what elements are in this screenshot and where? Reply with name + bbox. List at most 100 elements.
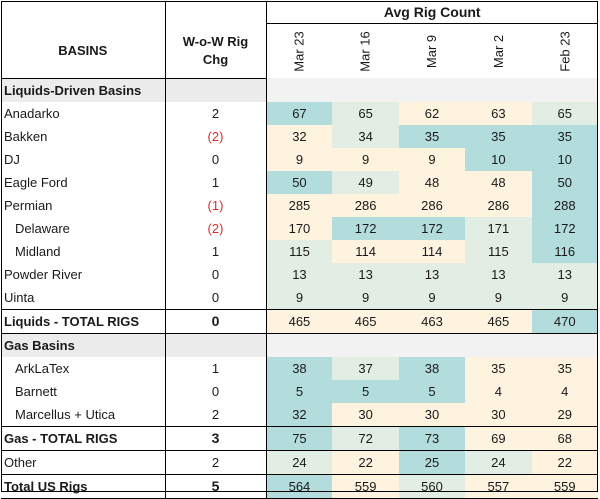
rig-count-cell: 35 <box>398 124 466 148</box>
rig-count-cell: 35 <box>465 356 532 380</box>
rig-count-cell: 559 <box>531 473 598 499</box>
section-label: Gas Basins <box>1 332 165 357</box>
rig-count-cell: 115 <box>265 239 333 263</box>
basin-row: Permian (1) 285 286 286 286 288 <box>1 193 598 217</box>
rig-count-cell: 29 <box>531 402 598 426</box>
rig-count-cell: 48 <box>465 170 532 194</box>
date-header: Mar 2 <box>465 24 531 79</box>
basin-row: Uinta 0 9 9 9 9 9 <box>1 285 598 309</box>
rig-count-cell: 9 <box>265 285 333 309</box>
basins-header: BASINS <box>58 43 108 58</box>
rig-count-cell: 32 <box>265 402 333 426</box>
rig-count-cell: 13 <box>465 262 532 286</box>
rig-count-cell: 172 <box>332 216 399 240</box>
rig-count-cell: 470 <box>531 308 598 334</box>
rig-count-cell: 38 <box>265 356 333 380</box>
rig-count-cell: 30 <box>332 402 399 426</box>
rig-count-cell: 9 <box>398 285 466 309</box>
rig-count-cell: 114 <box>398 239 466 263</box>
rig-count-cell: 24 <box>265 450 333 474</box>
rig-count-cell: 9 <box>531 285 598 309</box>
rig-count-cell: 49 <box>332 170 399 194</box>
basin-row: Marcellus + Utica 2 32 30 30 30 29 <box>1 402 598 426</box>
wow-change: (2) <box>164 216 266 240</box>
rig-count-cell: 35 <box>531 124 598 148</box>
rig-count-cell: 5 <box>398 379 466 403</box>
basin-row: ArkLaTex 1 38 37 38 35 35 <box>1 356 598 380</box>
wow-change: 0 <box>164 262 266 286</box>
rig-count-cell: 5 <box>332 379 399 403</box>
section-header-row: Liquids-Driven Basins <box>1 77 598 102</box>
rig-count-cell: 72 <box>332 425 399 451</box>
rig-count-cell: 65 <box>332 101 399 125</box>
rig-count-cell: 288 <box>531 193 598 217</box>
rig-count-cell: 69 <box>465 425 532 451</box>
section-header-row: Gas Basins <box>1 332 598 357</box>
wow-change: 0 <box>164 308 266 334</box>
wow-change: 2 <box>164 402 266 426</box>
rig-count-cell: 172 <box>531 216 598 240</box>
rig-count-cell: 13 <box>265 262 333 286</box>
rig-count-cell: 62 <box>398 101 466 125</box>
rig-count-cell: 67 <box>265 101 333 125</box>
rig-count-cell: 465 <box>465 308 532 334</box>
rig-count-cell: 559 <box>332 473 399 499</box>
basin-row: Midland 1 115 114 114 115 116 <box>1 239 598 263</box>
basin-name: Midland <box>15 243 61 259</box>
rig-count-cell: 48 <box>398 170 466 194</box>
rig-count-cell: 286 <box>465 193 532 217</box>
rig-count-cell: 32 <box>265 124 333 148</box>
date-header: Mar 9 <box>399 24 465 79</box>
rig-count-cell: 560 <box>398 473 466 499</box>
rig-count-cell: 35 <box>531 356 598 380</box>
basin-name: Marcellus + Utica <box>15 406 116 422</box>
basin-name: Gas - TOTAL RIGS <box>1 425 165 451</box>
basin-row: Bakken (2) 32 34 35 35 35 <box>1 124 598 148</box>
rig-count-cell: 116 <box>531 239 598 263</box>
rig-count-cell: 465 <box>265 308 333 334</box>
rig-count-cell: 465 <box>332 308 399 334</box>
date-label: Mar 16 <box>358 30 374 72</box>
basin-name: Bakken <box>4 128 48 144</box>
basin-name: Permian <box>4 197 53 213</box>
rig-count-cell: 30 <box>465 402 532 426</box>
basin-name: Other <box>4 454 37 470</box>
basin-name: Total US Rigs <box>1 473 165 499</box>
rig-count-cell: 25 <box>398 450 466 474</box>
rig-count-cell: 114 <box>332 239 399 263</box>
basin-row: Powder River 0 13 13 13 13 13 <box>1 262 598 286</box>
rig-count-cell: 38 <box>398 356 466 380</box>
rig-count-cell: 9 <box>265 147 333 171</box>
wow-change: 3 <box>164 425 266 451</box>
rig-count-cell: 35 <box>465 124 532 148</box>
rig-count-cell: 564 <box>265 473 333 499</box>
date-header: Feb 23 <box>532 24 598 79</box>
basin-name: Uinta <box>4 289 35 305</box>
date-label: Mar 2 <box>490 34 506 68</box>
header-main-row: BASINS W-o-W Rig Chg Mar 23 Mar 16 Mar 9… <box>1 23 598 79</box>
rig-count-cell: 50 <box>265 170 333 194</box>
rig-count-cell: 65 <box>531 101 598 125</box>
date-label: Mar 23 <box>291 30 307 72</box>
rig-count-cell: 170 <box>265 216 333 240</box>
total-row: Total US Rigs 5 564 559 560 557 559 <box>1 473 598 499</box>
basin-name: ArkLaTex <box>15 360 70 376</box>
basin-row: Other 2 24 22 25 24 22 <box>1 450 598 474</box>
rig-count-cell: 13 <box>398 262 466 286</box>
date-header: Mar 23 <box>265 23 333 78</box>
rig-count-cell: 13 <box>531 262 598 286</box>
basin-name: Delaware <box>15 220 70 236</box>
rig-count-cell: 9 <box>332 285 399 309</box>
rig-count-cell: 37 <box>332 356 399 380</box>
rig-count-cell: 13 <box>332 262 399 286</box>
rig-count-cell: 75 <box>265 425 333 451</box>
wow-change: 0 <box>164 285 266 309</box>
rig-count-cell: 73 <box>398 425 466 451</box>
rig-count-cell: 115 <box>465 239 532 263</box>
basin-name: Barnett <box>15 383 57 399</box>
wow-change: (1) <box>164 193 266 217</box>
date-label: Feb 23 <box>557 30 573 72</box>
total-row: Liquids - TOTAL RIGS 0 465 465 463 465 470 <box>1 308 598 334</box>
rig-count-cell: 557 <box>465 473 532 499</box>
